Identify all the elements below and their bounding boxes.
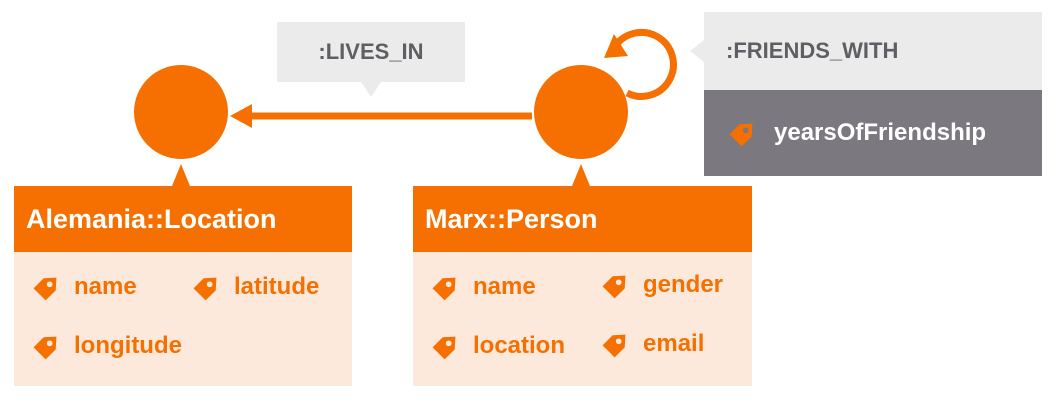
tag-icon xyxy=(602,334,626,358)
prop-longitude: longitude xyxy=(74,332,182,359)
friends-with-label-pointer xyxy=(690,40,704,62)
tag-icon xyxy=(602,275,626,299)
tag-icon xyxy=(193,277,217,301)
location-properties: name latitude longitude xyxy=(14,252,352,386)
lives-in-label-text: :LIVES_IN xyxy=(318,39,424,64)
location-prop: name xyxy=(28,268,137,306)
tag-icon xyxy=(432,277,456,301)
friends-with-arrowhead xyxy=(604,34,628,58)
location-header-text: Alemania::Location xyxy=(26,203,277,234)
lives-in-arrowhead xyxy=(230,104,252,128)
person-node[interactable] xyxy=(534,65,628,159)
person-entity: Marx::Person name gender location email xyxy=(413,186,752,386)
person-prop: location xyxy=(427,327,565,365)
person-header: Marx::Person xyxy=(413,186,752,252)
location-entity: Alemania::Location name latitude longitu… xyxy=(14,186,352,386)
person-prop: email xyxy=(597,325,704,363)
person-prop: gender xyxy=(597,266,723,304)
person-properties: name gender location email xyxy=(413,252,752,386)
friends-with-properties: yearsOfFriendship xyxy=(704,90,1042,176)
friends-with-label-text: :FRIENDS_WITH xyxy=(726,38,899,63)
location-node[interactable] xyxy=(134,65,228,159)
prop-gender: gender xyxy=(643,271,724,298)
prop-name: name xyxy=(74,273,137,300)
lives-in-label: :LIVES_IN xyxy=(277,22,465,82)
tag-icon xyxy=(729,123,753,147)
friends-with-label: :FRIENDS_WITH xyxy=(704,12,1042,90)
location-pointer xyxy=(172,164,190,186)
location-prop: latitude xyxy=(188,268,319,306)
prop-email: email xyxy=(643,330,705,357)
tag-icon xyxy=(33,336,57,360)
prop-latitude: latitude xyxy=(234,273,320,300)
prop-years-of-friendship: yearsOfFriendship xyxy=(774,119,987,146)
lives-in-label-pointer xyxy=(361,82,381,97)
friends-with-loop xyxy=(611,28,677,100)
prop-location: location xyxy=(473,332,566,359)
prop-name: name xyxy=(473,273,536,300)
location-prop: longitude xyxy=(28,327,182,365)
person-prop: name xyxy=(427,268,536,306)
location-header: Alemania::Location xyxy=(14,186,352,252)
tag-icon xyxy=(33,277,57,301)
person-header-text: Marx::Person xyxy=(425,203,598,234)
person-pointer xyxy=(572,164,590,186)
tag-icon xyxy=(432,336,456,360)
